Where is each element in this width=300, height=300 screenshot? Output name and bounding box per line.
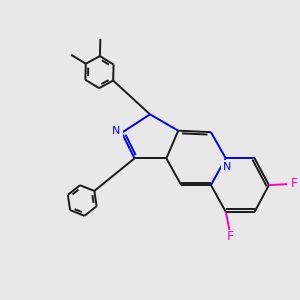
- Text: F: F: [227, 230, 234, 243]
- Text: N: N: [112, 126, 121, 136]
- Text: F: F: [290, 177, 297, 190]
- Text: N: N: [223, 162, 232, 172]
